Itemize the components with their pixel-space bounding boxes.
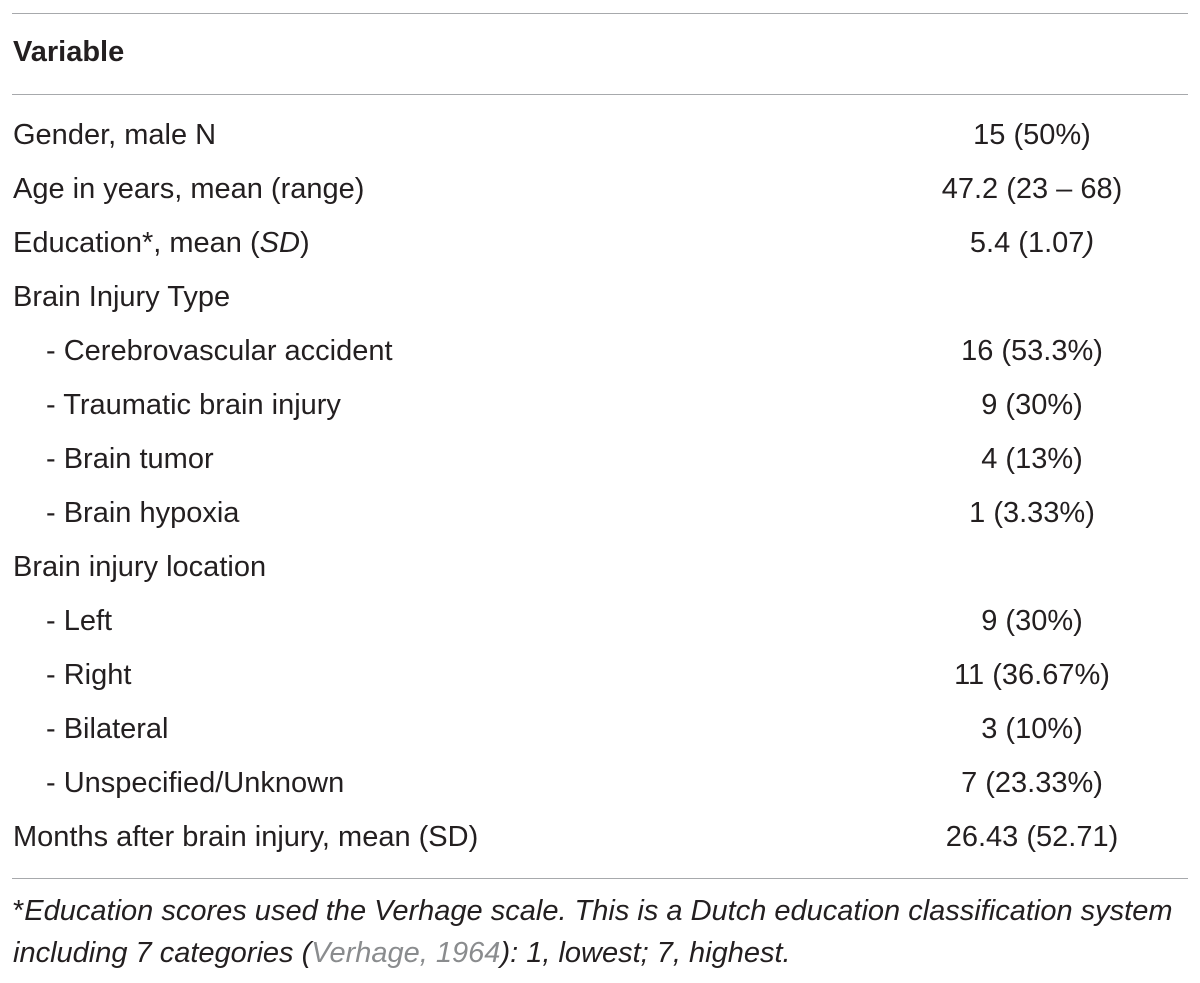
- row-value: 11 (36.67%): [954, 659, 1110, 691]
- table-bottom-rule: [12, 878, 1188, 879]
- row-value-pre: 5.4 (1.07: [969, 227, 1085, 259]
- row-value: 3 (10%): [981, 713, 1083, 745]
- row-label: Months after brain injury, mean (SD): [13, 821, 479, 853]
- table-row-tumor: - Brain tumor 4 (13%): [0, 439, 1200, 493]
- row-value: 4 (13%): [981, 443, 1083, 475]
- table-row-left: - Left 9 (30%): [0, 601, 1200, 655]
- row-label-pre: Education*, mean (: [13, 227, 260, 259]
- row-label: Education*, mean (SD): [13, 223, 310, 263]
- row-label: Brain injury location: [13, 551, 267, 583]
- footnote-text: Education scores used the Verhage scale.…: [13, 895, 1173, 969]
- row-value: 26.43 (52.71): [945, 821, 1119, 853]
- row-label: - Unspecified/Unknown: [46, 767, 345, 799]
- row-label: - Right: [46, 659, 132, 691]
- row-label: - Traumatic brain injury: [46, 389, 341, 421]
- footnote-star: *: [13, 895, 25, 927]
- table-row-education: Education*, mean (SD) 5.4 (1.07): [0, 223, 1200, 277]
- row-value: 15 (50%): [973, 119, 1091, 151]
- table-row-injury-type: Brain Injury Type: [0, 277, 1200, 331]
- table-top-rule: [12, 13, 1188, 14]
- row-value: 9 (30%): [981, 605, 1083, 637]
- row-value-italic: ): [1084, 227, 1095, 259]
- table-row-tbi: - Traumatic brain injury 9 (30%): [0, 385, 1200, 439]
- row-label: - Cerebrovascular accident: [46, 335, 393, 367]
- footnote-text-end: ): 1, lowest; 7, highest.: [500, 937, 791, 969]
- footnote-citation-link[interactable]: Verhage, 1964: [311, 937, 501, 969]
- row-label: Age in years, mean (range): [13, 173, 365, 205]
- row-value: 16 (53.3%): [961, 335, 1103, 367]
- row-value: 47.2 (23 – 68): [941, 173, 1123, 205]
- table-row-unknown: - Unspecified/Unknown 7 (23.33%): [0, 763, 1200, 817]
- table-row-bilateral: - Bilateral 3 (10%): [0, 709, 1200, 763]
- row-value: 5.4 (1.07): [970, 223, 1094, 263]
- row-label-italic: SD: [259, 227, 300, 259]
- table-row-gender: Gender, male N 15 (50%): [0, 115, 1200, 169]
- row-label: - Brain hypoxia: [46, 497, 240, 529]
- table-header-variable: Variable: [13, 36, 125, 68]
- row-label: - Left: [46, 605, 113, 637]
- table-row-right: - Right 11 (36.67%): [0, 655, 1200, 709]
- row-value: 9 (30%): [981, 389, 1083, 421]
- table-header-rule: [12, 94, 1188, 95]
- row-label: - Brain tumor: [46, 443, 214, 475]
- table-row-months: Months after brain injury, mean (SD) 26.…: [0, 817, 1200, 871]
- table-row-hypoxia: - Brain hypoxia 1 (3.33%): [0, 493, 1200, 547]
- table-row-cva: - Cerebrovascular accident 16 (53.3%): [0, 331, 1200, 385]
- row-value: 1 (3.33%): [969, 497, 1095, 529]
- table-footnote: *Education scores used the Verhage scale…: [13, 890, 1193, 974]
- row-label-post: ): [299, 227, 310, 259]
- row-label: Brain Injury Type: [13, 281, 231, 313]
- table-row-age: Age in years, mean (range) 47.2 (23 – 68…: [0, 169, 1200, 223]
- row-label: - Bilateral: [46, 713, 169, 745]
- table-row-injury-location: Brain injury location: [0, 547, 1200, 601]
- row-value: 7 (23.33%): [961, 767, 1103, 799]
- row-label: Gender, male N: [13, 119, 217, 151]
